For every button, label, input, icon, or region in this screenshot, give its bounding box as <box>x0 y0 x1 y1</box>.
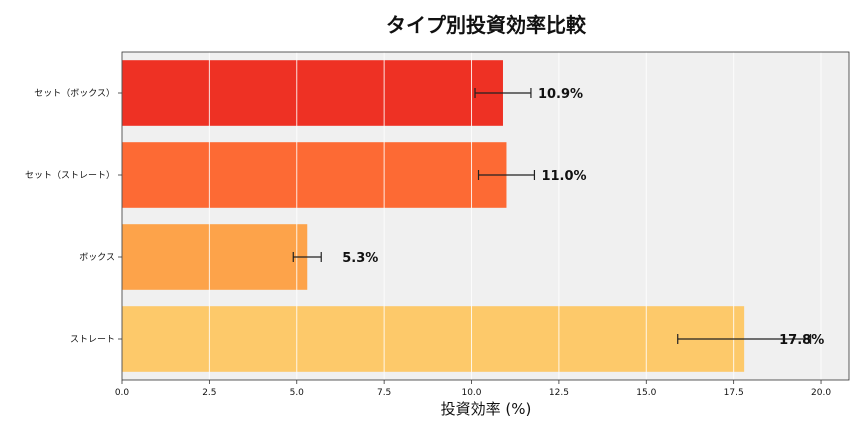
x-tick-label-7: 15.0 <box>636 388 656 398</box>
bar-3 <box>122 142 507 208</box>
x-tick-label-1: 0.0 <box>115 388 130 398</box>
category-label-3: セット（ストレート） <box>25 170 115 181</box>
data-label-4: 10.9% <box>538 87 583 102</box>
chart-title: タイプ別投資効率比較 <box>386 13 587 37</box>
x-tick-label-2: 2.5 <box>202 388 216 398</box>
x-tick-label-5: 10.0 <box>461 388 481 398</box>
x-tick-label-9: 20.0 <box>811 388 831 398</box>
category-label-1: ストレート <box>70 335 115 345</box>
x-tick-label-4: 7.5 <box>377 388 391 398</box>
data-label-3: 11.0% <box>541 169 586 184</box>
x-tick-label-3: 5.0 <box>290 388 305 398</box>
x-tick-label-6: 12.5 <box>549 388 569 398</box>
x-axis-label: 投資効率 (%) <box>441 400 532 418</box>
category-label-4: セット（ボックス） <box>34 88 115 99</box>
bar-1 <box>122 306 745 372</box>
bar-2 <box>122 224 308 290</box>
bar-4 <box>122 60 503 126</box>
data-label-1: 17.8% <box>779 333 824 348</box>
data-label-2: 5.3% <box>342 251 378 266</box>
x-tick-label-8: 17.5 <box>724 388 744 398</box>
plot-frame <box>121 51 850 381</box>
category-label-2: ボックス <box>79 252 115 263</box>
